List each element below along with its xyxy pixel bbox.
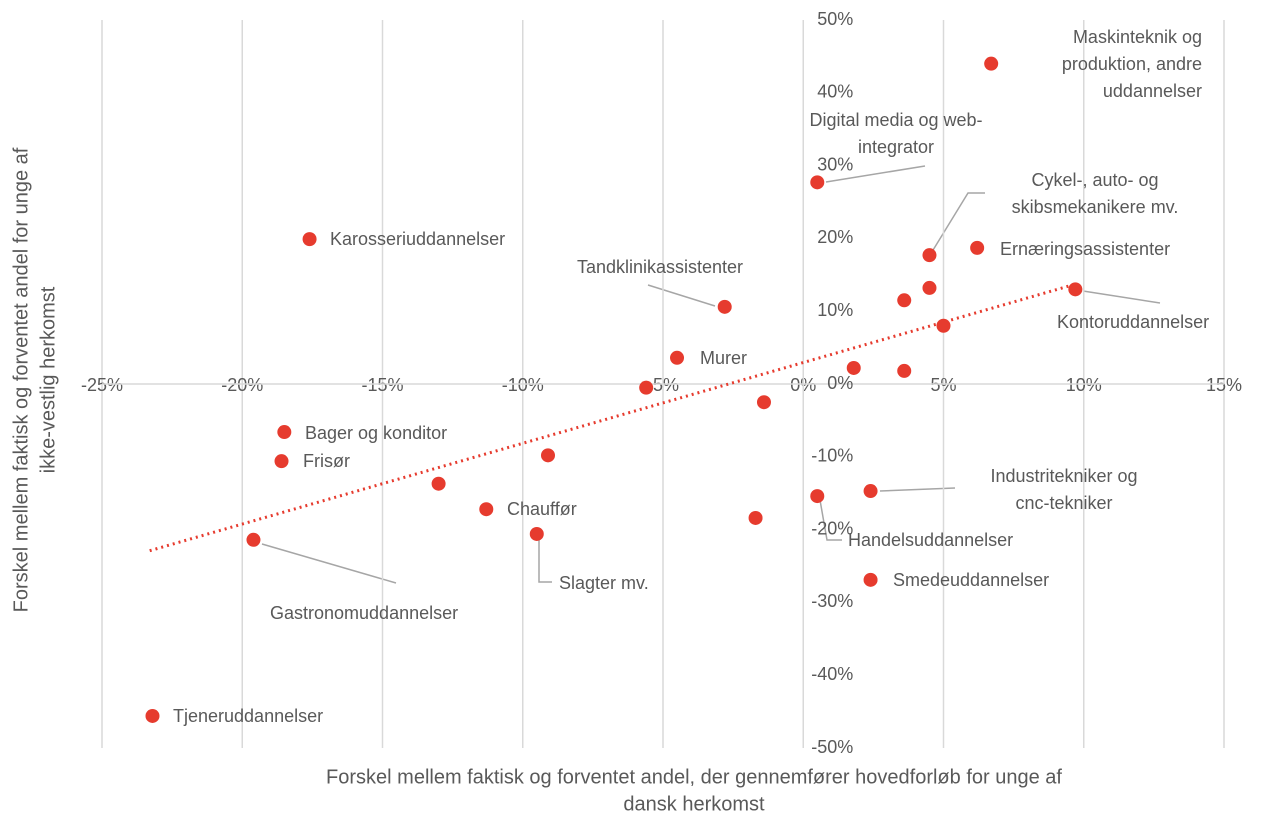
point-label: Chauffør — [507, 499, 577, 519]
y-tick-label: 30% — [817, 154, 853, 174]
point-label: Kontoruddannelser — [1057, 312, 1209, 332]
point-label: produktion, andre — [1062, 54, 1202, 74]
y-tick-label: -40% — [811, 664, 853, 684]
point-label: cnc-tekniker — [1015, 493, 1112, 513]
leader-line — [879, 487, 956, 492]
point-label: Gastronomuddannelser — [270, 603, 458, 623]
leader-line — [825, 165, 926, 183]
leader-line — [1082, 290, 1161, 304]
point-label: Tjeneruddannelser — [173, 706, 323, 726]
data-point — [302, 232, 317, 247]
data-point — [922, 248, 937, 263]
point-label: skibsmekanikere mv. — [1012, 197, 1179, 217]
trendline — [149, 283, 1073, 553]
point-label: Digital media og web- — [809, 110, 982, 130]
point-label: Tandklinikassistenter — [577, 257, 743, 277]
x-axis-title: Forskel mellem faktisk og forventet ande… — [326, 766, 1062, 788]
point-label: Maskinteknik og — [1073, 27, 1202, 47]
data-point — [479, 502, 494, 517]
point-label: Cykel-, auto- og — [1031, 170, 1158, 190]
y-tick-label: -10% — [811, 446, 853, 466]
data-point — [670, 350, 685, 365]
leader-line — [929, 192, 985, 256]
point-label: Industritekniker og — [990, 466, 1137, 486]
x-axis-title: dansk herkomst — [623, 793, 765, 815]
data-point — [540, 448, 555, 463]
data-point — [810, 175, 825, 190]
data-point — [810, 489, 825, 504]
y-tick-label: 50% — [817, 9, 853, 29]
point-label: integrator — [858, 137, 934, 157]
data-point — [897, 293, 912, 308]
y-tick-label: -50% — [811, 737, 853, 757]
data-point — [431, 476, 446, 491]
leader-line — [647, 284, 716, 307]
data-point — [897, 363, 912, 378]
point-label: Karosseriuddannelser — [330, 229, 505, 249]
data-point — [717, 299, 732, 314]
y-tick-label: 0% — [827, 373, 853, 393]
y-tick-label: 40% — [817, 82, 853, 102]
y-tick-label: 10% — [817, 300, 853, 320]
leader-line — [538, 538, 552, 583]
data-point — [984, 56, 999, 71]
data-point — [274, 454, 289, 469]
data-point — [970, 240, 985, 255]
data-point — [145, 708, 160, 723]
leader-line — [261, 543, 397, 584]
point-label: uddannelser — [1103, 81, 1202, 101]
data-point — [863, 484, 878, 499]
y-axis-title: ikke-vestlig herkomst — [37, 286, 59, 473]
data-point — [863, 572, 878, 587]
data-point — [529, 526, 544, 541]
data-point — [277, 425, 292, 440]
data-point — [936, 318, 951, 333]
data-point — [1068, 282, 1083, 297]
data-point — [922, 280, 937, 295]
point-label: Frisør — [303, 451, 350, 471]
leader-line — [819, 499, 842, 541]
data-point — [639, 380, 654, 395]
data-point — [756, 395, 771, 410]
y-axis-title: Forskel mellem faktisk og forventet ande… — [10, 147, 32, 612]
data-point — [846, 360, 861, 375]
point-label: Slagter mv. — [559, 573, 649, 593]
point-label: Smedeuddannelser — [893, 570, 1049, 590]
y-tick-label: -20% — [811, 518, 853, 538]
y-tick-label: 20% — [817, 227, 853, 247]
point-label: Bager og konditor — [305, 423, 447, 443]
point-label: Ernæringsassistenter — [1000, 239, 1170, 259]
data-point — [246, 532, 261, 547]
point-label: Handelsuddannelser — [848, 530, 1013, 550]
point-label: Murer — [700, 348, 747, 368]
data-point — [748, 510, 763, 525]
y-tick-label: -30% — [811, 591, 853, 611]
